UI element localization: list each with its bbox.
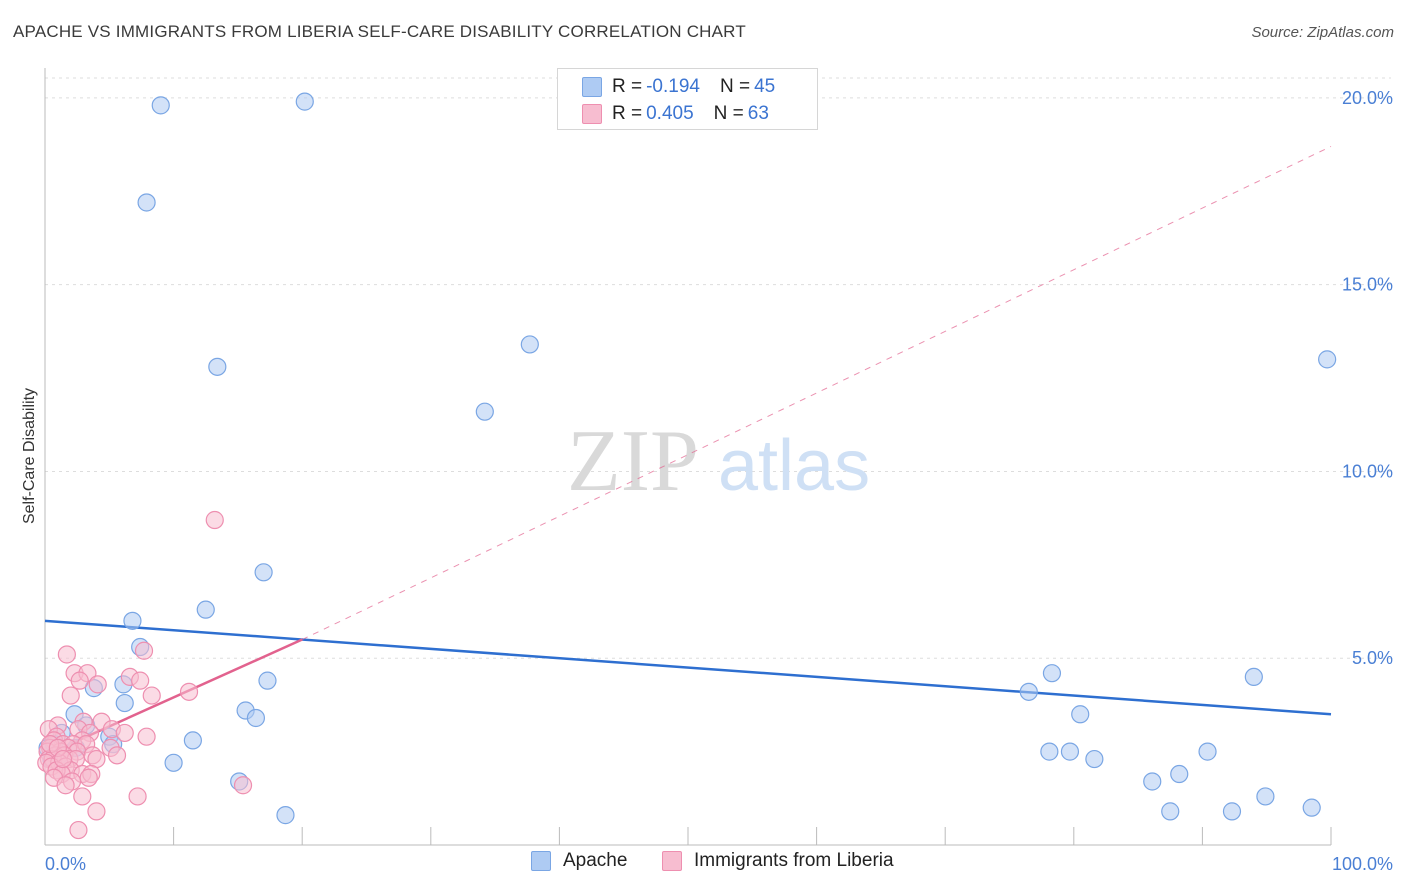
liberia-point <box>137 727 156 746</box>
apache-point <box>1071 705 1090 724</box>
apache-point <box>1019 682 1038 701</box>
trend-line <box>44 619 1332 716</box>
liberia-point <box>107 746 127 765</box>
legend-r-label: R = <box>612 76 643 97</box>
liberia-point <box>205 510 224 530</box>
apache-point <box>1060 742 1080 761</box>
liberia-point <box>134 641 154 660</box>
legend-r-value: -0.194 <box>646 76 700 97</box>
apache-point <box>208 357 227 376</box>
legend-n-value: 45 <box>754 76 776 97</box>
apache-point <box>151 96 170 115</box>
apache-point <box>1256 787 1275 806</box>
apache-point <box>115 693 134 713</box>
y-tick-label: 20.0% <box>1342 88 1393 108</box>
liberia-point <box>69 820 88 840</box>
liberia-point <box>56 776 75 795</box>
watermark-zip: ZIP <box>567 413 699 510</box>
series-legend: Apache Immigrants from Liberia <box>0 850 1406 878</box>
apache-point <box>254 563 273 582</box>
apache-point <box>164 753 183 772</box>
y-axis-label: Self-Care Disability <box>21 388 38 524</box>
liberia-point <box>57 645 76 664</box>
apache-point <box>1085 749 1104 769</box>
grid-lines <box>45 77 1391 659</box>
liberia-point <box>179 682 199 701</box>
apache-point <box>183 731 202 750</box>
x-tick-label: 0.0% <box>45 854 86 874</box>
apache-swatch <box>582 77 602 97</box>
apache-point <box>1198 742 1217 761</box>
liberia-point <box>61 686 80 705</box>
correlation-legend: R = -0.194 N = 45 R = 0.405 N = 63 <box>557 68 818 130</box>
apache-point <box>1143 772 1162 791</box>
data-points <box>37 92 1337 840</box>
liberia-point <box>233 776 253 795</box>
tick-labels: 5.0% 10.0% 15.0% 20.0% 0.0% 100.0% <box>45 88 1393 874</box>
apache-point <box>246 708 266 728</box>
liberia-point <box>79 768 98 787</box>
apache-point <box>1042 664 1062 683</box>
y-tick-label: 5.0% <box>1352 648 1393 668</box>
y-tick-label: 15.0% <box>1342 275 1393 295</box>
liberia-point <box>73 787 92 806</box>
legend-row-apache: R = -0.194 N = 45 <box>582 74 779 100</box>
liberia-swatch <box>662 851 682 871</box>
liberia-point <box>142 686 161 705</box>
watermark: ZIP atlas <box>567 413 870 510</box>
legend-n-value: 63 <box>747 103 769 124</box>
legend-item-apache: Apache <box>531 850 627 872</box>
legend-r-value: 0.405 <box>646 103 694 124</box>
liberia-point <box>128 787 147 806</box>
apache-point <box>258 671 277 690</box>
y-tick-label: 10.0% <box>1342 461 1393 481</box>
apache-point <box>1170 764 1189 784</box>
x-tick-label: 100.0% <box>1332 854 1393 874</box>
axes <box>44 68 1332 846</box>
legend-row-liberia: R = 0.405 N = 63 <box>582 101 773 127</box>
legend-r-label: R = <box>612 103 643 124</box>
trend-line <box>301 145 1332 640</box>
apache-point <box>475 402 494 421</box>
apache-swatch <box>531 851 551 871</box>
chart-title: APACHE VS IMMIGRANTS FROM LIBERIA SELF-C… <box>13 22 746 41</box>
apache-point <box>276 806 295 825</box>
liberia-point <box>53 749 73 769</box>
apache-point <box>1222 802 1242 821</box>
apache-point <box>1318 350 1337 369</box>
source-label: Source: ZipAtlas.com <box>1251 24 1394 41</box>
liberia-point <box>87 802 106 821</box>
legend-label-apache: Apache <box>563 850 628 871</box>
apache-point <box>1161 802 1180 821</box>
apache-point <box>520 335 539 354</box>
legend-label-liberia: Immigrants from Liberia <box>694 850 894 871</box>
apache-point <box>295 92 314 111</box>
apache-point <box>1040 742 1059 761</box>
apache-point <box>1302 798 1321 817</box>
legend-item-liberia: Immigrants from Liberia <box>662 850 894 872</box>
apache-point <box>196 600 215 619</box>
legend-n-label: N = <box>719 76 751 97</box>
apache-point <box>123 611 142 630</box>
liberia-swatch <box>582 104 602 124</box>
legend-n-label: N = <box>713 103 744 124</box>
liberia-point <box>70 671 89 690</box>
apache-point <box>1244 667 1263 686</box>
liberia-point <box>131 671 150 690</box>
watermark-atlas: atlas <box>718 426 870 506</box>
liberia-point <box>88 675 107 694</box>
liberia-point <box>115 723 134 743</box>
apache-point <box>137 193 156 212</box>
